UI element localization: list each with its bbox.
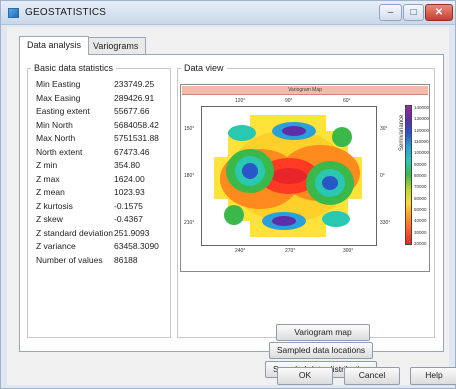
- stat-value: 1023.93: [114, 187, 145, 197]
- maximize-button[interactable]: □: [403, 4, 424, 21]
- right-tick: 330°: [380, 220, 391, 226]
- stat-row: North extent 67473.46: [36, 147, 170, 159]
- stat-row: Max North 5751531.88: [36, 133, 170, 145]
- stat-row: Easting extent 55677.66: [36, 106, 170, 118]
- colorbar-tick: 20000: [414, 241, 427, 246]
- stat-row: Z max 1624.00: [36, 174, 170, 186]
- plot-title: Variogram Map: [182, 86, 428, 95]
- stat-label: Z variance: [36, 241, 76, 251]
- colorbar-tick: 80000: [414, 173, 427, 178]
- cancel-button[interactable]: Cancel: [344, 367, 400, 385]
- data-analysis-panel: Basic data statistics Min Easting 233749.…: [19, 54, 444, 378]
- stat-row: Max Easing 289426.91: [36, 93, 170, 105]
- stat-value: 289426.91: [114, 92, 155, 103]
- tab-data-analysis[interactable]: Data analysis: [19, 36, 90, 55]
- top-tick: 90°: [285, 98, 293, 104]
- stat-label: Min North: [36, 119, 73, 130]
- variogram-map-button[interactable]: Variogram map: [276, 324, 370, 341]
- top-tick: 60°: [343, 98, 351, 104]
- stat-value: 1624.00: [114, 173, 145, 184]
- stat-value: -0.4367: [114, 214, 143, 224]
- left-tick: 150°: [184, 126, 195, 132]
- stat-row: Z variance 63458.3090: [36, 241, 170, 253]
- right-tick: 30°: [380, 126, 388, 132]
- stat-value: 55677.66: [114, 106, 150, 116]
- close-button[interactable]: ✕: [425, 4, 453, 21]
- colorbar-tick: 60000: [414, 195, 427, 201]
- colorbar-tick: 120000: [414, 127, 430, 133]
- stat-value: 5751531.88: [114, 133, 159, 143]
- stat-row: Z kurtosis -0.1575: [36, 201, 170, 213]
- colorbar-tick: 70000: [414, 184, 427, 190]
- help-button[interactable]: Help: [410, 367, 456, 385]
- stat-row: Z min 354.80: [36, 160, 170, 172]
- maximize-icon: □: [410, 7, 417, 18]
- colorbar-tick: 110000: [414, 139, 429, 144]
- stat-row: Z standard deviation 251.9093: [36, 228, 170, 240]
- stat-row: Z mean 1023.93: [36, 187, 170, 199]
- stat-value: 5684058.42: [114, 119, 159, 130]
- statistics-group-title: Basic data statistics: [31, 63, 117, 73]
- title-bar[interactable]: GEOSTATISTICS – □ ✕: [1, 1, 455, 25]
- stat-label: Z skew: [36, 214, 63, 224]
- left-tick: 180°: [184, 173, 195, 179]
- sampled-data-locations-button[interactable]: Sampled data locations: [269, 342, 373, 359]
- stat-value: 354.80: [114, 160, 140, 170]
- stat-value: 63458.3090: [114, 241, 159, 251]
- stat-label: Z kurtosis: [36, 200, 73, 211]
- stat-value: 67473.46: [114, 146, 150, 157]
- app-icon: [8, 8, 19, 18]
- stat-label: Z min: [36, 160, 58, 170]
- colorbar-tick: 140000: [414, 105, 430, 110]
- stat-label: Max Easing: [36, 92, 81, 103]
- basic-statistics-group: Basic data statistics Min Easting 233749.…: [27, 63, 171, 338]
- colorbar-tick: 30000: [414, 229, 427, 235]
- stat-label: Z mean: [36, 187, 65, 197]
- dialog-client: Data analysis Variograms Basic data stat…: [7, 27, 456, 385]
- ok-button[interactable]: OK: [277, 367, 333, 385]
- window-title: GEOSTATISTICS: [25, 7, 107, 18]
- variogram-plot: Variogram Map 120° 90° 60° 240° 270° 300…: [180, 84, 430, 272]
- tab-variograms[interactable]: Variograms: [85, 37, 147, 54]
- stat-value: 86188: [114, 254, 138, 265]
- minimize-button[interactable]: –: [379, 4, 402, 21]
- stat-label: Z standard deviation: [36, 227, 114, 238]
- stat-value: 233749.25: [114, 79, 155, 89]
- stat-row: Number of values 86188: [36, 255, 170, 267]
- semivariance-colorbar: [405, 105, 412, 245]
- minimize-icon: –: [387, 7, 394, 18]
- colorbar-tick: 90000: [414, 161, 427, 167]
- left-tick: 210°: [184, 220, 195, 226]
- bottom-tick: 240°: [235, 248, 246, 254]
- stat-row: Z skew -0.4367: [36, 214, 170, 226]
- stat-label: Easting extent: [36, 106, 90, 116]
- stat-label: Max North: [36, 133, 76, 143]
- data-view-title: Data view: [181, 63, 227, 73]
- bottom-tick: 300°: [343, 248, 354, 254]
- stat-label: Number of values: [36, 254, 103, 265]
- variogram-map-image: [202, 107, 376, 245]
- close-icon: ✕: [434, 7, 444, 18]
- stat-label: North extent: [36, 146, 83, 157]
- bottom-tick: 270°: [285, 248, 296, 254]
- colorbar-tick: 130000: [414, 116, 430, 122]
- colorbar-label: Semivariance: [399, 114, 405, 151]
- stat-value: -0.1575: [114, 200, 143, 211]
- colorbar-tick: 40000: [414, 218, 427, 224]
- colorbar-tick: 50000: [414, 207, 427, 212]
- right-tick: 0°: [380, 173, 385, 179]
- stat-label: Z max: [36, 173, 60, 184]
- stat-label: Min Easting: [36, 79, 81, 89]
- stat-value: 251.9093: [114, 227, 150, 238]
- top-tick: 120°: [235, 98, 246, 104]
- stat-row: Min North 5684058.42: [36, 120, 170, 132]
- variogram-map-area: [201, 106, 377, 246]
- stat-row: Min Easting 233749.25: [36, 79, 170, 91]
- colorbar-tick: 100000: [414, 150, 430, 156]
